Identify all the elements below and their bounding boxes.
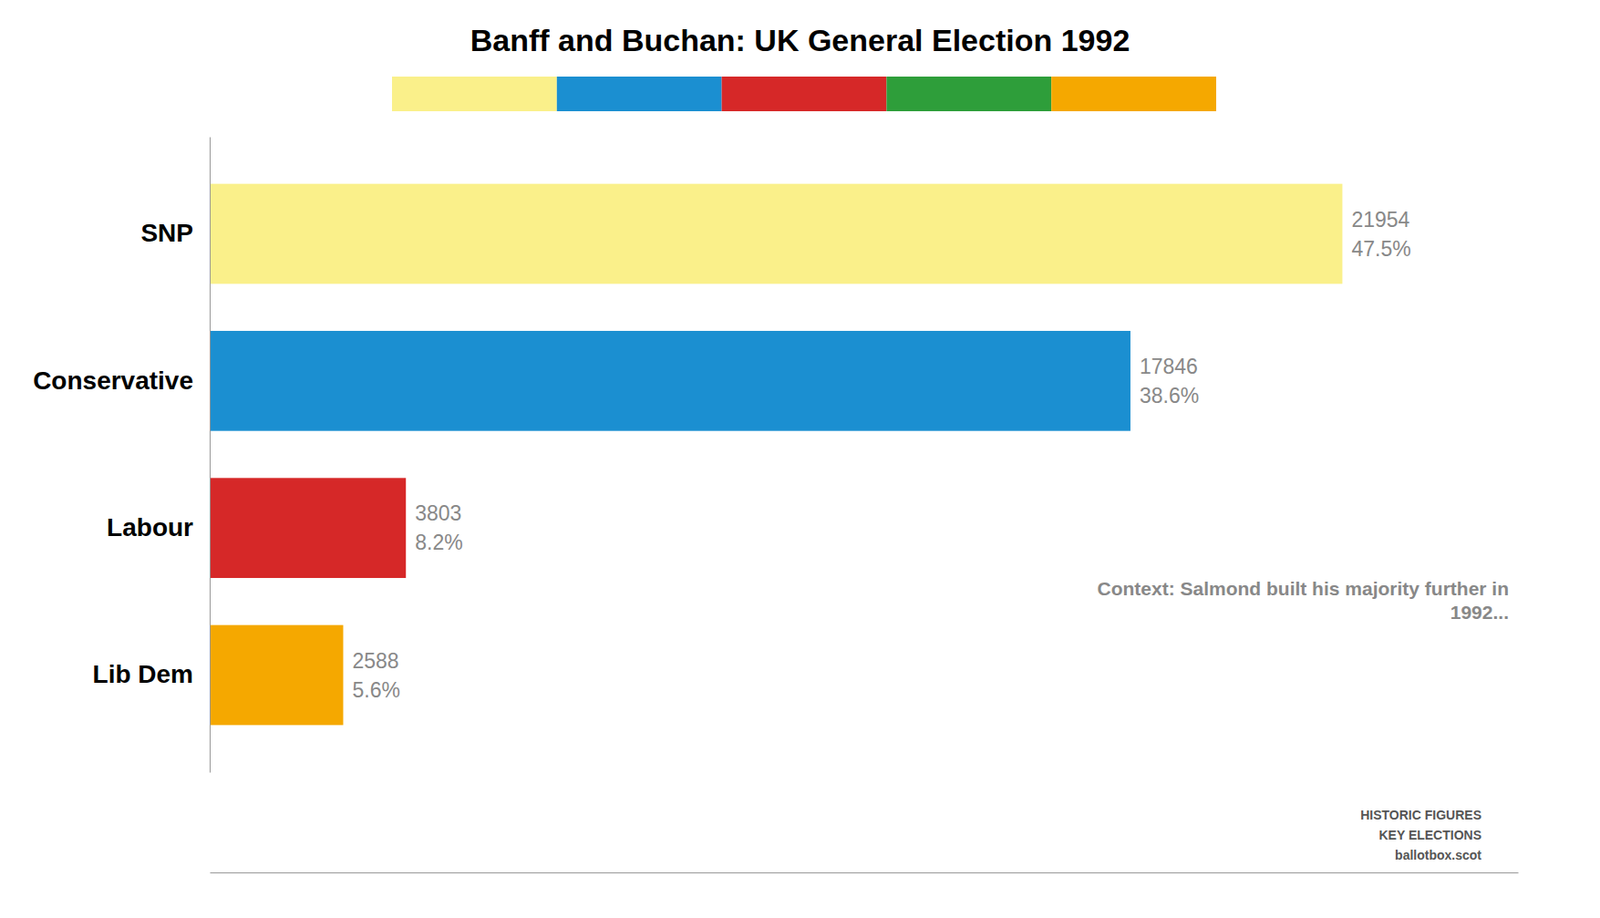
y-tick: SNP [140, 218, 210, 248]
y-tick: Lib Dem [92, 660, 210, 689]
color-stripe [392, 76, 1217, 112]
plot-area: SNP Conservative Labour Lib Dem 21954 47.5% 17… [32, 137, 1518, 874]
chart-container: Banff and Buchan: UK General Election 19… [0, 0, 1600, 918]
context-annotation-line: 1992... [1450, 600, 1509, 622]
y-tick: Labour [106, 513, 210, 542]
watermark: HISTORIC FIGURES KEY ELECTIONS ballotbox.s… [1360, 807, 1482, 863]
percentage-label: 38.6% [1139, 383, 1199, 408]
watermark-line: KEY ELECTIONS [1378, 827, 1482, 843]
y-tick-label: Conservative [32, 366, 194, 395]
bar [209, 625, 343, 726]
chart-title: Banff and Buchan: UK General Election 19… [470, 22, 1131, 58]
y-tick: Conservative [32, 366, 210, 395]
context-annotation-line: Context: Salmond built his majority furt… [1096, 577, 1509, 599]
y-axis: SNP Conservative Labour Lib Dem [32, 137, 210, 774]
stripe-segment [886, 76, 1052, 112]
stripe-segment [1051, 76, 1217, 112]
stripe-segment [392, 76, 558, 112]
percentage-label: 8.2% [414, 530, 463, 555]
watermark-line: HISTORIC FIGURES [1360, 807, 1482, 823]
y-tick-label: SNP [140, 218, 194, 248]
stripe-segment [722, 76, 888, 112]
percentage-label: 5.6% [351, 678, 400, 702]
bar [209, 184, 1342, 285]
y-axis-line [209, 137, 211, 774]
percentage-label: 47.5% [1351, 237, 1411, 261]
vote-label: 17846 [1139, 354, 1198, 379]
vote-label: 3803 [414, 501, 462, 526]
annotations: Context: Salmond built his majority furt… [1096, 577, 1509, 863]
data-labels: 21954 47.5% 17846 38.6% 3803 8.2% 2588 5.6% [351, 207, 1411, 702]
x-axis-line [210, 872, 1519, 874]
y-tick-label: Lib Dem [92, 660, 194, 689]
bar [209, 330, 1131, 432]
chart-svg: Banff and Buchan: UK General Election 19… [0, 0, 1600, 918]
stripe-segment [557, 76, 723, 112]
bar [209, 477, 406, 579]
bars [209, 184, 1342, 726]
vote-label: 2588 [351, 649, 399, 673]
vote-label: 21954 [1351, 207, 1410, 232]
watermark-line: ballotbox.scot [1394, 847, 1482, 863]
y-tick-label: Labour [106, 513, 194, 542]
x-axis [210, 872, 1519, 874]
context-annotation: Context: Salmond built his majority furt… [1096, 577, 1509, 622]
